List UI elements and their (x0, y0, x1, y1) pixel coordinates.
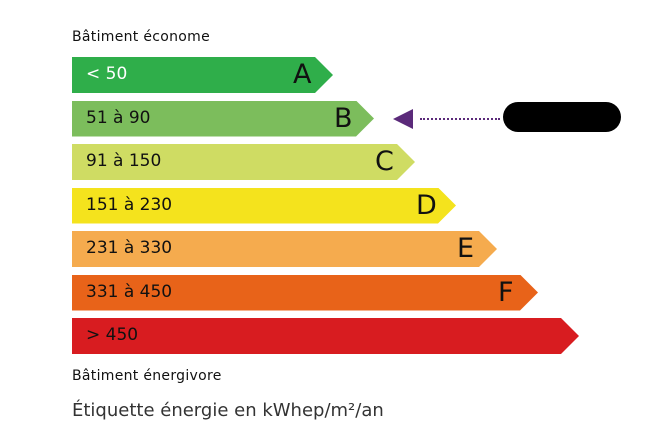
class-letter: D (416, 189, 437, 221)
class-range: 51 à 90 (86, 107, 151, 128)
energy-class-bar: 331 à 450 F (72, 274, 538, 311)
rating-pointer-icon (393, 109, 413, 129)
class-letter: C (375, 146, 394, 177)
energy-class-bar: 91 à 150 C (72, 144, 415, 180)
energy-class-bar: 151 à 230 D (72, 187, 456, 224)
energy-class-bar: 51 à 90 B (72, 100, 374, 137)
bottom-caption: Bâtiment énergivore (72, 368, 222, 384)
pointer-dotted-line (420, 118, 500, 120)
class-range: 151 à 230 (86, 194, 173, 215)
top-caption: Bâtiment économe (72, 29, 210, 45)
energy-class-bar: > 450 (72, 318, 579, 354)
class-range: < 50 (86, 64, 128, 84)
footer-label: Étiquette énergie en kWhep/m²/an (72, 400, 384, 421)
class-letter: F (498, 276, 514, 308)
class-range: 231 à 330 (86, 238, 173, 258)
class-letter: E (457, 233, 475, 264)
class-range: 331 à 450 (86, 281, 173, 302)
redacted-value (503, 102, 621, 132)
class-range: > 450 (86, 325, 139, 345)
energy-class-bar: < 50 A (72, 57, 333, 93)
energy-class-bar: 231 à 330 E (72, 231, 497, 267)
class-range: 91 à 150 (86, 151, 162, 171)
class-letter: B (334, 102, 353, 134)
class-letter: A (293, 59, 312, 90)
